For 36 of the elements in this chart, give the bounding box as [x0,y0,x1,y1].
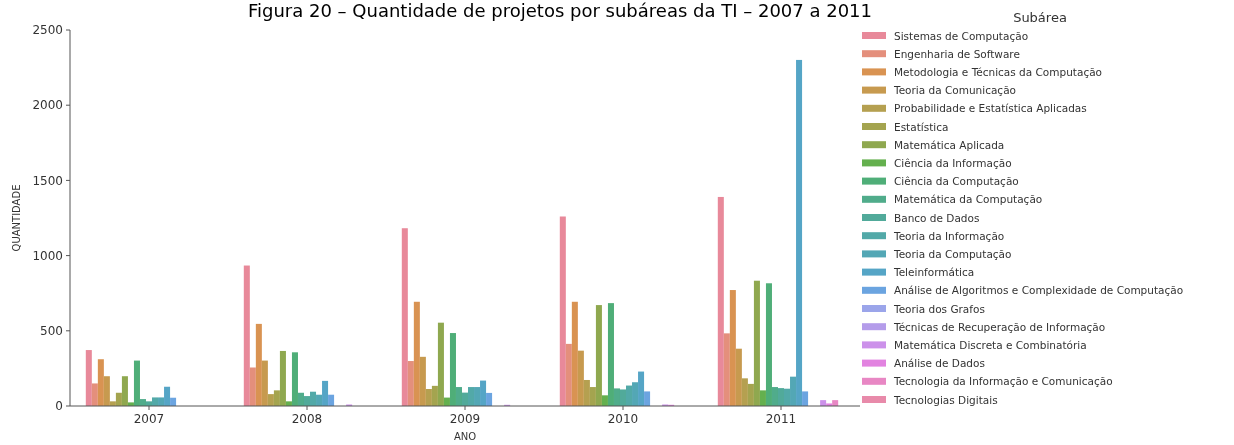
legend-label: Teoria da Informação [893,229,1005,242]
legend-label: Probabilidade e Estatística Aplicadas [894,102,1087,115]
legend-label: Estatística [894,120,949,133]
legend-label: Metodologia e Técnicas da Computação [894,66,1103,79]
x-tick-label: 2007 [133,412,165,426]
y-tick-label: 2000 [32,98,63,113]
chart-title: Figura 20 – Quantidade de projetos por subáreas da TI – 2007 a 2011 [247,0,873,21]
legend-label: Matemática Aplicada [894,138,1005,151]
legend-label: Matemática Discreta e Combinatória [894,339,1087,352]
legend-label: Banco de Dados [894,211,980,224]
legend-label: Análise de Algoritmos e Complexidade de Computação [894,284,1184,297]
x-axis-title: ANO [453,431,477,442]
legend-label: Técnicas de Recuperação de Informação [893,320,1106,333]
x-tick-label: 2009 [449,412,481,426]
legend-label: Teoria dos Grafos [893,302,985,315]
y-axis-title: QUANTIDADE [11,184,22,252]
legend-label: Ciência da Computação [894,175,1019,188]
legend-label: Teleinformática [893,266,975,279]
legend-label: Tecnologias Digitais [893,393,998,406]
y-tick-label: 0 [55,399,63,414]
legend-label: Tecnologia da Informação e Comunicação [893,375,1113,388]
legend-title: Subárea [1013,10,1067,25]
legend-label: Engenharia de Software [894,47,1020,60]
x-tick-label: 2010 [607,412,639,426]
x-tick-label: 2008 [291,412,323,426]
y-tick-label: 500 [40,324,63,338]
legend-label: Teoria da Computação [893,248,1012,261]
legend-label: Teoria da Comunicação [893,84,1017,97]
x-tick-label: 2011 [765,412,797,426]
legend-label: Matemática da Computação [894,193,1043,206]
legend-label: Análise de Dados [894,357,985,370]
y-tick-label: 1000 [32,248,63,263]
y-tick-label: 2500 [32,23,63,38]
legend-label: Sistemas de Computação [894,29,1029,42]
y-tick-label: 1500 [32,173,63,188]
legend-label: Ciência da Informação [894,157,1012,170]
